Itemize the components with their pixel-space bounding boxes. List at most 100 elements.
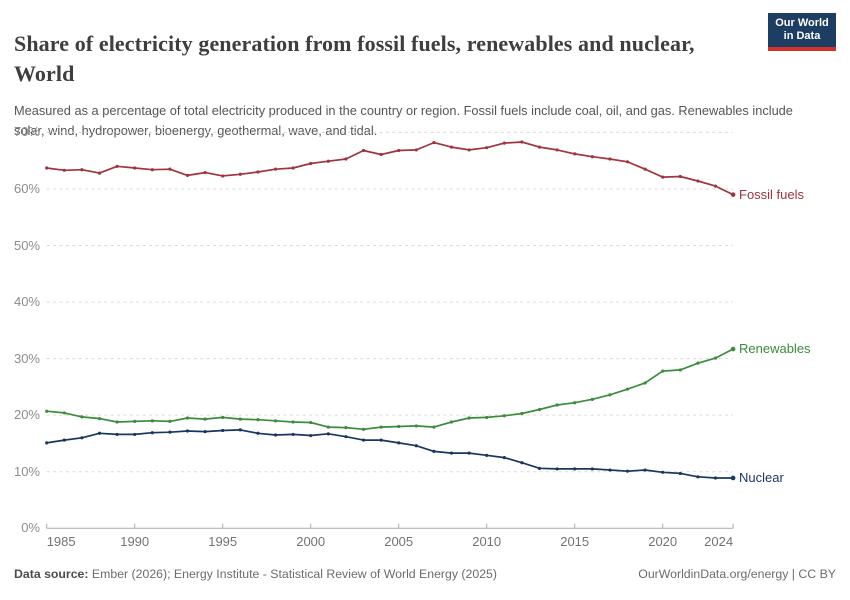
data-point bbox=[502, 414, 506, 418]
series-line-nuclear bbox=[45, 429, 734, 479]
data-point bbox=[133, 166, 137, 170]
data-point bbox=[326, 159, 330, 163]
data-point bbox=[414, 444, 418, 448]
data-point bbox=[502, 141, 506, 145]
data-point bbox=[590, 467, 594, 471]
data-point bbox=[520, 140, 524, 144]
data-point bbox=[713, 476, 718, 480]
data-point bbox=[361, 427, 366, 431]
data-point bbox=[696, 179, 700, 183]
x-tick-label: 2000 bbox=[296, 534, 326, 550]
data-point bbox=[608, 157, 612, 161]
data-point bbox=[62, 411, 66, 415]
y-tick-label: 70% bbox=[13, 124, 40, 140]
data-point bbox=[326, 425, 330, 429]
data-point bbox=[555, 467, 559, 471]
data-point bbox=[185, 429, 190, 433]
data-point bbox=[238, 428, 242, 432]
data-point bbox=[97, 171, 102, 175]
y-tick-label: 0% bbox=[21, 520, 40, 536]
series-label-renewables: Renewables bbox=[739, 341, 811, 356]
data-point bbox=[696, 475, 700, 479]
data-point bbox=[467, 451, 471, 455]
data-point bbox=[221, 428, 225, 433]
data-point bbox=[62, 438, 66, 442]
y-tick-label: 20% bbox=[13, 407, 40, 423]
data-point bbox=[168, 167, 172, 171]
data-point bbox=[397, 148, 401, 153]
data-point bbox=[625, 387, 630, 391]
data-point bbox=[80, 168, 84, 172]
x-tick-label: 1985 bbox=[46, 534, 76, 550]
data-point bbox=[678, 368, 682, 372]
data-point bbox=[555, 148, 559, 152]
data-point bbox=[361, 148, 366, 153]
data-point bbox=[273, 419, 278, 423]
data-point bbox=[115, 164, 119, 168]
data-point bbox=[150, 168, 154, 172]
data-point bbox=[397, 424, 401, 429]
data-point bbox=[643, 381, 647, 385]
data-point bbox=[45, 441, 49, 445]
data-point bbox=[678, 471, 682, 476]
data-point bbox=[485, 415, 489, 420]
data-point bbox=[730, 475, 736, 481]
data-point bbox=[203, 429, 207, 434]
data-point bbox=[730, 346, 736, 352]
data-point bbox=[309, 161, 313, 166]
y-tick-label: 30% bbox=[13, 350, 40, 366]
data-point bbox=[256, 170, 260, 174]
data-point bbox=[80, 436, 84, 440]
data-point bbox=[344, 157, 348, 161]
data-point bbox=[590, 155, 594, 159]
data-point bbox=[625, 160, 630, 164]
data-point bbox=[115, 420, 119, 424]
data-point bbox=[696, 361, 700, 365]
data-point bbox=[608, 393, 612, 397]
data-point bbox=[97, 416, 102, 421]
data-point bbox=[432, 449, 436, 453]
data-point bbox=[185, 173, 190, 177]
data-source-label: Data source: bbox=[14, 567, 89, 581]
data-point bbox=[379, 438, 383, 442]
data-point bbox=[502, 456, 506, 460]
data-point bbox=[643, 167, 647, 171]
data-point bbox=[661, 470, 665, 474]
data-point bbox=[730, 192, 736, 197]
y-tick-label: 60% bbox=[13, 180, 40, 196]
y-tick-label: 10% bbox=[13, 463, 40, 479]
data-point bbox=[344, 435, 348, 439]
x-tick-label: 2020 bbox=[648, 534, 678, 550]
data-point bbox=[379, 152, 383, 157]
data-point bbox=[291, 166, 295, 170]
data-point bbox=[573, 152, 577, 156]
data-point bbox=[45, 166, 49, 170]
data-point bbox=[467, 416, 471, 420]
data-point bbox=[221, 415, 225, 420]
data-point bbox=[203, 417, 207, 421]
data-point bbox=[97, 431, 102, 435]
x-tick-label: 1995 bbox=[208, 534, 238, 550]
x-tick-label: 1990 bbox=[120, 534, 150, 550]
data-point bbox=[537, 407, 542, 412]
data-point bbox=[485, 453, 489, 457]
data-point bbox=[625, 469, 630, 473]
credit-link[interactable]: OurWorldinData.org/energy | CC BY bbox=[638, 567, 836, 581]
data-point bbox=[573, 467, 577, 471]
data-point bbox=[449, 420, 454, 424]
data-point bbox=[115, 432, 119, 437]
series-line-fossil-fuels bbox=[45, 141, 734, 196]
data-point bbox=[80, 415, 84, 419]
data-point bbox=[291, 420, 295, 424]
x-tick-label: 2010 bbox=[472, 534, 502, 550]
data-point bbox=[432, 425, 436, 429]
data-point bbox=[203, 170, 207, 175]
data-point bbox=[537, 145, 542, 149]
data-point bbox=[256, 431, 260, 435]
owid-logo[interactable]: Our World in Data bbox=[768, 13, 836, 51]
data-point bbox=[133, 419, 137, 424]
data-point bbox=[62, 168, 66, 172]
data-point bbox=[238, 417, 242, 421]
x-tick-label: 2005 bbox=[384, 534, 414, 550]
data-point bbox=[361, 438, 366, 442]
